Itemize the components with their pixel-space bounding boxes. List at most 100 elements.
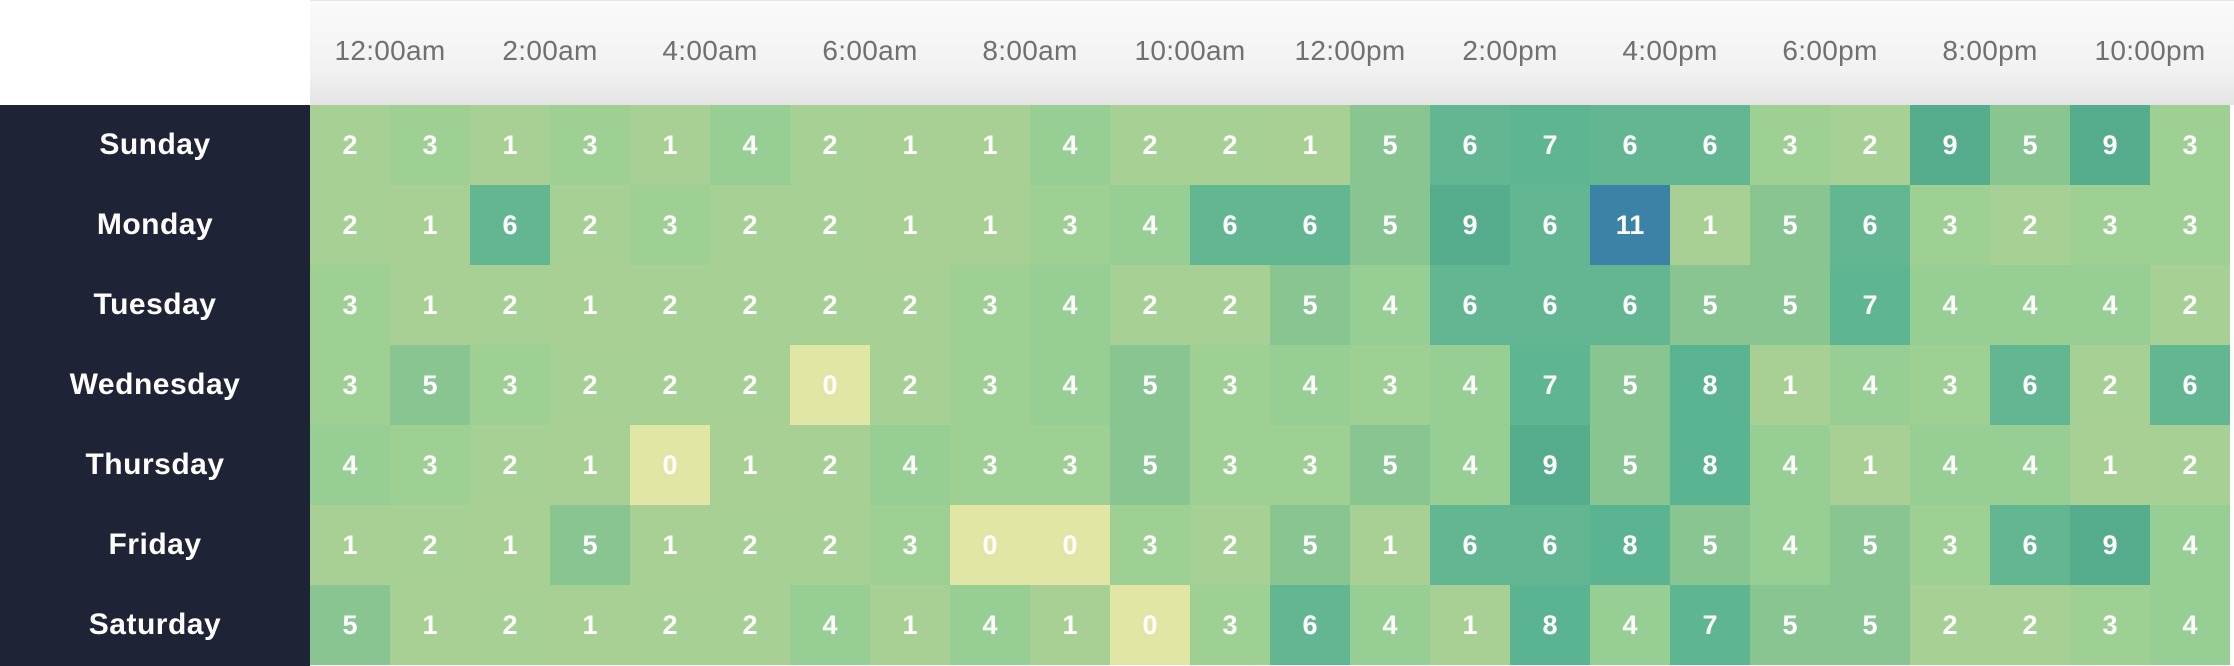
heatmap-cell: 6 xyxy=(1590,105,1670,185)
heatmap-cell: 2 xyxy=(2150,425,2230,505)
heatmap-cell: 5 xyxy=(1830,505,1910,585)
heatmap-cell: 4 xyxy=(1270,345,1350,425)
heatmap-cell: 1 xyxy=(470,105,550,185)
heatmap-cell: 2 xyxy=(550,185,630,265)
heatmap-cell: 5 xyxy=(390,345,470,425)
hour-tick-label: 10:00am xyxy=(1134,35,1246,66)
heatmap-cell: 4 xyxy=(310,425,390,505)
heatmap-cell: 2 xyxy=(710,185,790,265)
heatmap-cell: 2 xyxy=(550,345,630,425)
heatmap-cell: 9 xyxy=(1510,425,1590,505)
heatmap-cell: 4 xyxy=(1910,425,1990,505)
heatmap-cell: 4 xyxy=(1830,345,1910,425)
heatmap-cell: 3 xyxy=(1270,425,1350,505)
heatmap-cell: 2 xyxy=(390,505,470,585)
heatmap-cell: 1 xyxy=(2070,425,2150,505)
heatmap-cell: 3 xyxy=(950,425,1030,505)
heatmap-cell: 1 xyxy=(1270,105,1350,185)
heatmap-cell: 1 xyxy=(550,585,630,665)
heatmap-cell: 2 xyxy=(2070,345,2150,425)
heatmap-cell: 1 xyxy=(870,105,950,185)
hour-tick-label: 2:00am xyxy=(502,35,598,66)
heatmap-cell: 4 xyxy=(1110,185,1190,265)
heatmap-cell: 2 xyxy=(2150,265,2230,345)
heatmap-cell: 3 xyxy=(870,505,950,585)
heatmap-cell: 0 xyxy=(630,425,710,505)
heatmap-cell: 2 xyxy=(630,585,710,665)
heatmap-cell: 0 xyxy=(1110,585,1190,665)
hour-header: 12:00am 2:00am 4:00am 6:00am 8:00am 10:00am 12… xyxy=(310,0,2234,105)
hour-tick-label: 12:00pm xyxy=(1294,35,1406,66)
heatmap-cell: 6 xyxy=(2150,345,2230,425)
heatmap-cell: 2 xyxy=(470,585,550,665)
heatmap-cell: 7 xyxy=(1830,265,1910,345)
heatmap-cell: 1 xyxy=(710,425,790,505)
heatmap-cell: 3 xyxy=(390,425,470,505)
heatmap-cell: 4 xyxy=(1430,425,1510,505)
heatmap-cell: 4 xyxy=(2070,265,2150,345)
day-label: Monday xyxy=(96,208,214,241)
heatmap-cell: 5 xyxy=(1590,425,1670,505)
heatmap-cell: 4 xyxy=(1590,585,1670,665)
heatmap-cell: 4 xyxy=(870,425,950,505)
heatmap-cell: 3 xyxy=(310,345,390,425)
heatmap-cell: 4 xyxy=(950,585,1030,665)
heatmap-cell: 2 xyxy=(470,265,550,345)
heatmap-cell: 1 xyxy=(550,265,630,345)
heatmap-cell: 3 xyxy=(390,105,470,185)
heatmap-cell: 5 xyxy=(1110,345,1190,425)
heatmap-cell: 5 xyxy=(1350,105,1430,185)
heatmap-cell: 4 xyxy=(1030,105,1110,185)
day-label: Tuesday xyxy=(93,288,217,321)
heatmap-cell: 3 xyxy=(1910,505,1990,585)
heatmap-cell: 3 xyxy=(1750,105,1830,185)
heatmap-cell: 3 xyxy=(2070,585,2150,665)
hour-tick-label: 4:00pm xyxy=(1622,35,1718,66)
heatmap-cell: 6 xyxy=(1990,345,2070,425)
heatmap-cell: 1 xyxy=(1350,505,1430,585)
heatmap-cell: 3 xyxy=(1190,585,1270,665)
heatmap-cell: 2 xyxy=(1190,105,1270,185)
heatmap-cell: 2 xyxy=(310,105,390,185)
heatmap-cell: 4 xyxy=(1350,585,1430,665)
heatmap-cell: 2 xyxy=(1830,105,1910,185)
heatmap-cell: 4 xyxy=(1350,265,1430,345)
heatmap-cell: 8 xyxy=(1590,505,1670,585)
heatmap-cell: 1 xyxy=(1830,425,1910,505)
heatmap-cell: 5 xyxy=(1270,265,1350,345)
heatmap-cell: 5 xyxy=(1590,345,1670,425)
heatmap-cell: 1 xyxy=(390,585,470,665)
heatmap-cell: 2 xyxy=(1110,265,1190,345)
heatmap-cell: 4 xyxy=(710,105,790,185)
heatmap-cell: 1 xyxy=(1670,185,1750,265)
heatmap-cell: 5 xyxy=(1110,425,1190,505)
heatmap-cell: 4 xyxy=(2150,505,2230,585)
heatmap-cell: 4 xyxy=(1430,345,1510,425)
heatmap-cell: 3 xyxy=(550,105,630,185)
heatmap-cell: 0 xyxy=(950,505,1030,585)
heatmap-cell: 2 xyxy=(870,345,950,425)
heatmap-cell: 4 xyxy=(1990,425,2070,505)
hour-tick-label: 2:00pm xyxy=(1462,35,1558,66)
heatmap-cell: 6 xyxy=(1510,265,1590,345)
heatmap-cell: 1 xyxy=(870,185,950,265)
heatmap-cell: 0 xyxy=(1030,505,1110,585)
heatmap-cell: 2 xyxy=(790,425,870,505)
heatmap-cell: 2 xyxy=(710,585,790,665)
heatmap-cell: 2 xyxy=(1910,585,1990,665)
heatmap-cell: 6 xyxy=(1830,185,1910,265)
heatmap-cell: 1 xyxy=(310,505,390,585)
heatmap-cell: 3 xyxy=(1190,425,1270,505)
heatmap-cell: 5 xyxy=(1750,265,1830,345)
hour-tick-label: 8:00am xyxy=(982,35,1078,66)
heatmap-cell: 5 xyxy=(1350,425,1430,505)
day-label: Thursday xyxy=(85,448,225,481)
heatmap-cell: 3 xyxy=(2150,185,2230,265)
heatmap-cell: 9 xyxy=(1910,105,1990,185)
heatmap-cell: 5 xyxy=(1750,585,1830,665)
hour-tick-label: 8:00pm xyxy=(1942,35,2038,66)
day-label: Friday xyxy=(108,528,202,561)
day-label: Saturday xyxy=(88,608,222,641)
heatmap-cell: 4 xyxy=(1030,265,1110,345)
heatmap-cell: 4 xyxy=(790,585,870,665)
